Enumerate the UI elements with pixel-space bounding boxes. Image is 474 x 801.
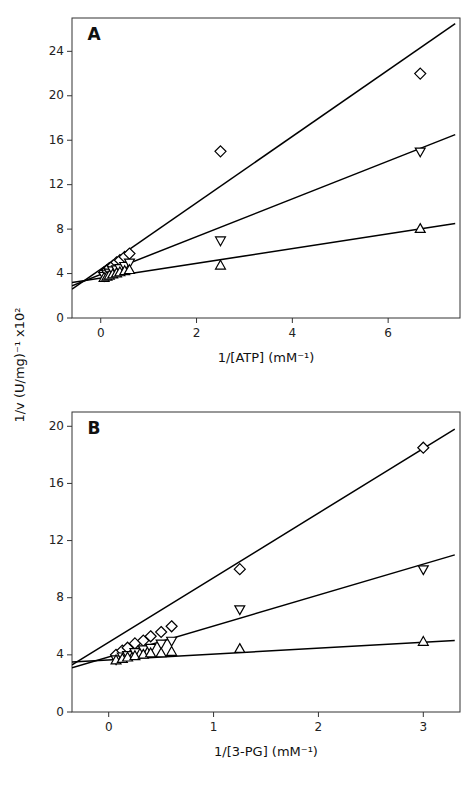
x-tick xyxy=(100,318,101,323)
x-tick-label: 0 xyxy=(97,326,105,340)
x-tick-label: 3 xyxy=(419,720,427,734)
x-tick xyxy=(292,318,293,323)
y-tick-label: 16 xyxy=(49,133,64,147)
y-tick-label: 4 xyxy=(56,647,64,661)
y-tick xyxy=(67,318,72,319)
data-point xyxy=(234,564,245,575)
data-point xyxy=(156,648,166,657)
plot-data xyxy=(72,24,455,290)
data-point xyxy=(235,606,245,615)
y-tick-label: 20 xyxy=(49,88,64,102)
x-tick-label: 6 xyxy=(384,326,392,340)
y-tick xyxy=(67,483,72,484)
plot-frame xyxy=(72,18,460,318)
panel-label: B xyxy=(88,418,101,438)
x-tick xyxy=(423,712,424,717)
y-tick-label: 0 xyxy=(56,311,64,325)
x-tick xyxy=(213,712,214,717)
panel: 04812162001231/[3-PG] (mM⁻¹)B xyxy=(49,412,460,759)
x-tick-label: 2 xyxy=(193,326,201,340)
data-point xyxy=(418,442,429,453)
y-tick xyxy=(67,540,72,541)
panel-label: A xyxy=(88,24,102,44)
data-point xyxy=(167,637,177,646)
data-point xyxy=(145,631,156,642)
y-tick xyxy=(67,229,72,230)
data-point xyxy=(216,237,226,246)
x-tick-label: 1 xyxy=(210,720,218,734)
regression-line xyxy=(72,429,455,665)
x-tick-label: 0 xyxy=(105,720,113,734)
panel: 0481216202402461/[ATP] (mM⁻¹)A xyxy=(49,18,460,365)
y-tick-label: 16 xyxy=(49,476,64,490)
figure: 0481216202402461/[ATP] (mM⁻¹)A0481216200… xyxy=(0,0,474,801)
y-tick xyxy=(67,426,72,427)
y-tick-label: 12 xyxy=(49,177,64,191)
x-tick xyxy=(318,712,319,717)
regression-line xyxy=(72,224,455,283)
data-point xyxy=(124,248,135,259)
data-point xyxy=(418,637,428,646)
regression-line xyxy=(72,555,455,668)
data-point xyxy=(156,627,167,638)
data-point xyxy=(146,648,156,657)
plot-data xyxy=(72,429,455,668)
y-tick-label: 12 xyxy=(49,533,64,547)
y-tick xyxy=(67,95,72,96)
data-point xyxy=(235,644,245,653)
data-point xyxy=(216,260,226,269)
y-tick xyxy=(67,184,72,185)
x-tick-label: 2 xyxy=(315,720,323,734)
x-axis-label: 1/[3-PG] (mM⁻¹) xyxy=(214,744,318,759)
y-tick xyxy=(67,51,72,52)
y-tick-label: 4 xyxy=(56,266,64,280)
x-tick xyxy=(196,318,197,323)
data-point xyxy=(415,68,426,79)
y-tick xyxy=(67,654,72,655)
y-tick-label: 8 xyxy=(56,590,64,604)
y-tick xyxy=(67,140,72,141)
regression-line xyxy=(72,135,455,286)
x-axis-label: 1/[ATP] (mM⁻¹) xyxy=(218,350,315,365)
data-point xyxy=(415,148,425,157)
data-point xyxy=(125,265,135,274)
y-tick xyxy=(67,273,72,274)
data-point xyxy=(418,566,428,575)
data-point xyxy=(167,647,177,656)
y-tick xyxy=(67,597,72,598)
data-point xyxy=(166,621,177,632)
y-tick-label: 8 xyxy=(56,222,64,236)
background xyxy=(0,0,474,801)
y-tick xyxy=(67,712,72,713)
x-tick xyxy=(108,712,109,717)
y-tick-label: 0 xyxy=(56,705,64,719)
data-point xyxy=(215,146,226,157)
x-tick xyxy=(388,318,389,323)
y-tick-label: 20 xyxy=(49,419,64,433)
data-point xyxy=(415,224,425,233)
regression-line xyxy=(72,24,455,290)
y-tick-label: 24 xyxy=(49,44,64,58)
y-axis-label: 1/v (U/mg)⁻¹ x10² xyxy=(12,307,27,422)
plot-frame xyxy=(72,412,460,712)
x-tick-label: 4 xyxy=(289,326,297,340)
